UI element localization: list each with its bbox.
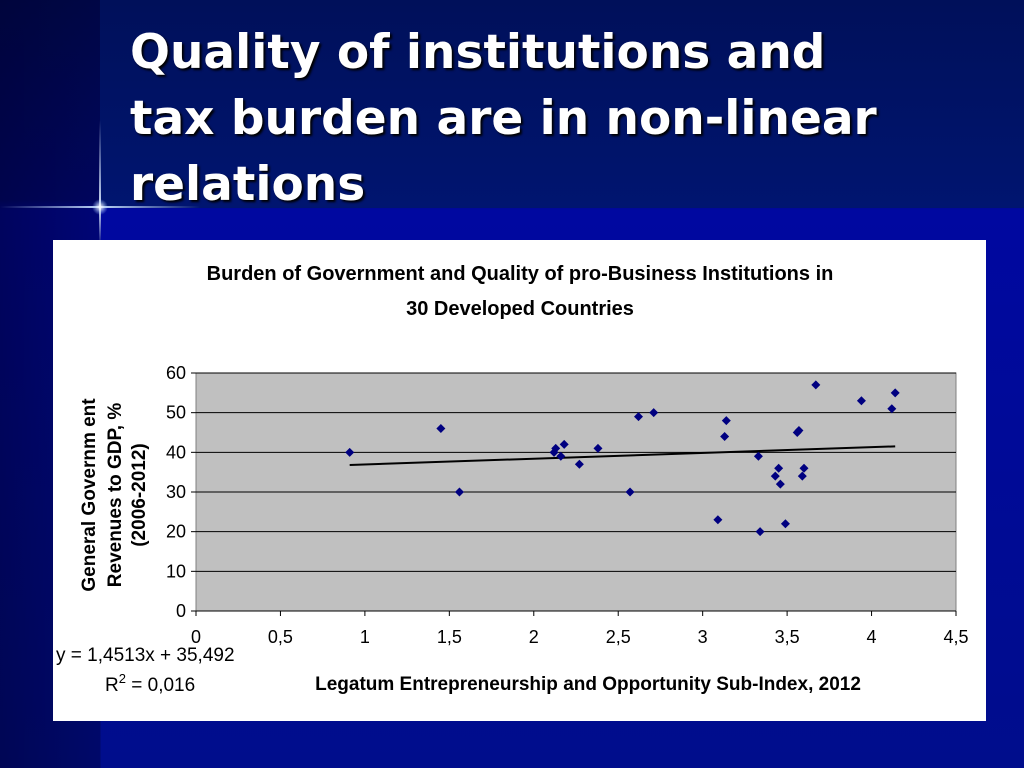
light-flare-vertical xyxy=(99,120,101,245)
y-axis-label-line-2: Revenues to GDP, % xyxy=(105,403,126,588)
y-axis-label: General Governm ent Revenues to GDP, % (… xyxy=(79,398,150,592)
light-flare-center xyxy=(92,199,108,215)
data-point xyxy=(649,408,659,418)
y-tick-label: 20 xyxy=(166,522,186,542)
data-point xyxy=(797,471,807,481)
gridlines xyxy=(196,372,956,572)
chart-panel: Burden of Government and Quality of pro-… xyxy=(53,240,986,721)
y-tick-label: 40 xyxy=(166,442,186,462)
trendline-group xyxy=(349,445,896,466)
y-tick-label: 60 xyxy=(166,363,186,383)
data-point xyxy=(720,431,730,441)
data-point xyxy=(721,416,731,426)
x-tick-label: 4,5 xyxy=(943,627,968,647)
data-point xyxy=(856,396,866,406)
data-point xyxy=(574,459,584,469)
data-point xyxy=(755,527,765,537)
data-point xyxy=(753,451,763,461)
slide-title: Quality of institutions and tax burden a… xyxy=(130,25,877,212)
data-point xyxy=(633,412,643,422)
chart-title-line-1: Burden of Government and Quality of pro-… xyxy=(207,263,834,285)
data-point xyxy=(794,426,804,436)
x-axis-label: Legatum Entrepreneurship and Opportunity… xyxy=(315,674,861,695)
data-point xyxy=(799,463,809,473)
r-squared-label: R2 = 0,016 xyxy=(105,671,195,696)
scatter-chart: Burden of Government and Quality of pro-… xyxy=(56,263,969,696)
x-tick-label: 0,5 xyxy=(268,627,293,647)
x-tick-label: 4 xyxy=(867,627,877,647)
data-point xyxy=(436,424,446,434)
data-point xyxy=(551,443,561,453)
x-tick-label: 3 xyxy=(698,627,708,647)
x-tick-label: 2,5 xyxy=(606,627,631,647)
data-point xyxy=(774,463,784,473)
data-point xyxy=(593,443,603,453)
chart-title-line-2: 30 Developed Countries xyxy=(406,298,634,320)
data-point xyxy=(890,388,900,398)
data-point xyxy=(775,479,785,489)
y-tick-label: 0 xyxy=(176,601,186,621)
y-tick-label: 50 xyxy=(166,403,186,423)
x-tick-label: 1,5 xyxy=(437,627,462,647)
data-point xyxy=(780,519,790,529)
y-tick-label: 10 xyxy=(166,561,186,581)
x-axis-ticks: 0 0,5 1 1,5 2 2,5 3 3,5 4 4,5 xyxy=(191,610,969,647)
data-point xyxy=(556,451,566,461)
data-point xyxy=(345,447,355,457)
data-point xyxy=(887,404,897,414)
data-point xyxy=(625,487,635,497)
y-axis-label-line-3: (2006-2012) xyxy=(129,443,150,547)
title-band xyxy=(100,0,1024,208)
y-axis-ticks: 0 10 20 30 40 50 60 xyxy=(166,363,196,621)
r-squared-value: = 0,016 xyxy=(126,675,195,696)
y-axis-label-line-1: General Governm ent xyxy=(79,398,100,592)
r-squared-prefix: R xyxy=(105,675,119,696)
data-point xyxy=(770,471,780,481)
data-point xyxy=(811,380,821,390)
r-squared-superscript: 2 xyxy=(119,671,126,686)
x-tick-label: 3,5 xyxy=(775,627,800,647)
trendline xyxy=(349,445,896,466)
data-point xyxy=(549,447,559,457)
trendline-equation: y = 1,4513x + 35,492 xyxy=(56,645,235,666)
y-tick-label: 30 xyxy=(166,482,186,502)
data-point xyxy=(559,439,569,449)
x-tick-label: 2 xyxy=(529,627,539,647)
data-point xyxy=(713,515,723,525)
x-tick-label: 1 xyxy=(360,627,370,647)
x-tick-label: 0 xyxy=(191,627,201,647)
data-points xyxy=(345,380,900,537)
data-point xyxy=(454,487,464,497)
